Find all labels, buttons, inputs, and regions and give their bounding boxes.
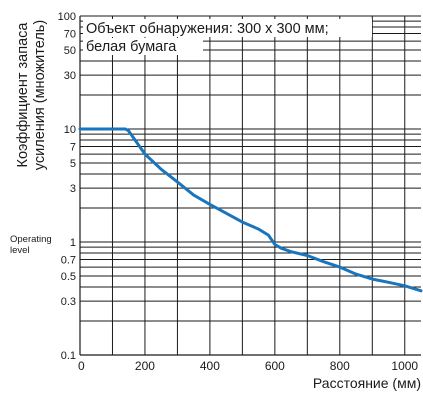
y-tick-label: 0.5 xyxy=(61,271,76,283)
labels-layer: 100 70 50 30 10 7 5 3 1 0.7 0.5 0.3 0.10 200 400 600 800… xyxy=(10,11,421,391)
y-tick-label: 5 xyxy=(70,158,76,170)
operating-level-label: Operating xyxy=(10,234,52,245)
y-axis-title-line-2: усиления (множитель) xyxy=(32,20,48,170)
y-tick-label: 0.1 xyxy=(61,350,76,362)
y-tick-label: 50 xyxy=(64,45,76,57)
grid xyxy=(79,15,421,356)
x-tick-label: 1000 xyxy=(391,359,418,373)
x-axis-title: Расстояние (мм) xyxy=(313,375,421,391)
y-tick-label: 100 xyxy=(58,11,76,23)
series-line-layer xyxy=(78,127,423,293)
y-axis-title-line-1: Коэффициент запаса xyxy=(15,22,31,168)
y-tick-label: 1 xyxy=(70,237,76,249)
x-tick-label: 800 xyxy=(330,359,350,373)
annotation-bg xyxy=(83,38,203,55)
y-tick-label: 30 xyxy=(64,70,76,82)
y-tick-label: 7 xyxy=(70,142,76,154)
annotation-line-2: белая бумага xyxy=(86,39,177,55)
operating-level-label: level xyxy=(10,245,30,256)
x-tick-label: 0 xyxy=(78,359,85,373)
y-tick-label: 10 xyxy=(64,124,76,136)
y-tick-label: 3 xyxy=(70,183,76,195)
x-tick-label: 200 xyxy=(135,359,155,373)
series-line xyxy=(78,127,423,293)
x-tick-label: 600 xyxy=(265,359,285,373)
y-tick-label: 0.3 xyxy=(61,296,76,308)
y-tick-label: 70 xyxy=(64,29,76,41)
annotation-line-1: Объект обнаружения: 300 x 300 мм; xyxy=(86,21,329,37)
x-tick-label: 400 xyxy=(200,359,220,373)
annotation-bg xyxy=(83,19,372,37)
y-tick-label: 0.7 xyxy=(61,255,76,267)
